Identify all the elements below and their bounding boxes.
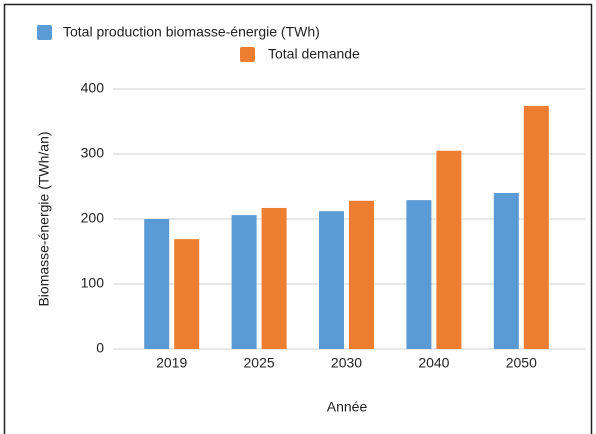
y-tick-label: 400 <box>81 80 105 96</box>
x-tick-label: 2040 <box>418 355 449 371</box>
legend-swatch <box>37 25 52 40</box>
bar <box>349 200 374 349</box>
x-tick-label: 2030 <box>331 355 362 371</box>
y-tick-label: 300 <box>81 145 105 161</box>
bar <box>523 105 549 350</box>
frame <box>3 3 593 434</box>
legend-swatch <box>240 47 255 62</box>
bar <box>231 215 257 349</box>
bar <box>144 219 170 349</box>
bar <box>436 150 462 349</box>
x-tick-label: 2025 <box>244 355 275 371</box>
y-tick-label: 100 <box>81 275 105 291</box>
bar <box>261 207 287 349</box>
y-axis-title: Biomasse-énergie (TWh/an) <box>36 131 52 306</box>
legend-label: Total demande <box>268 46 360 62</box>
x-tick-label: 2050 <box>506 355 537 371</box>
y-tick-label: 200 <box>81 210 105 226</box>
bar <box>319 211 344 349</box>
bar <box>174 239 200 349</box>
y-tick-label: 0 <box>96 340 104 356</box>
x-tick-label: 2019 <box>156 355 187 371</box>
bar <box>406 200 432 349</box>
legend-label: Total production biomasse-énergie (TWh) <box>63 24 320 40</box>
x-axis-title: Année <box>327 399 368 415</box>
bar <box>493 193 519 349</box>
